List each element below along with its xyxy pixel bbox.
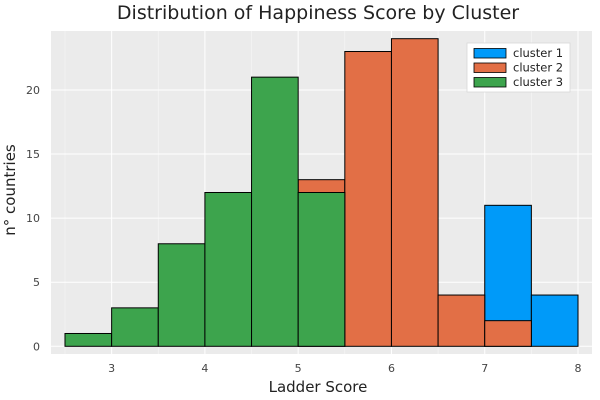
bar-cluster-1 [530,294,579,347]
x-tick-label: 8 [575,362,582,375]
bar-cluster-3 [297,192,346,347]
legend-swatch [473,62,507,73]
y-tick-label: 15 [26,148,40,161]
bar-cluster-2 [484,320,532,347]
y-tick-label: 5 [33,276,40,289]
bar-cluster-3 [64,332,113,347]
legend-label: cluster 2 [513,61,563,75]
bar-cluster-3 [204,192,253,347]
chart-title: Distribution of Happiness Score by Clust… [117,2,519,24]
tick-labels: 3 4 5 6 7 8 0 5 10 15 20 [26,84,582,375]
x-tick-label: 5 [295,362,302,375]
legend-label: cluster 1 [513,46,563,60]
bar-cluster-3 [111,307,159,347]
bar-cluster-2 [390,38,439,347]
bar-cluster-3 [251,76,299,347]
y-tick-label: 0 [33,340,40,353]
legend-swatch [473,48,507,59]
y-axis-label: n° countries [1,144,19,236]
bar-cluster-2 [437,294,486,347]
x-tick-label: 7 [481,362,488,375]
legend-swatch [473,77,507,88]
bar-cluster-3 [157,243,206,347]
y-tick-label: 20 [26,84,40,97]
x-tick-label: 4 [201,362,208,375]
y-tick-label: 10 [26,212,40,225]
legend-label: cluster 3 [513,75,563,89]
x-tick-label: 3 [108,362,115,375]
x-tick-label: 6 [388,362,395,375]
x-axis-label: Ladder Score [269,378,368,396]
bars [64,38,579,347]
bar-cluster-2 [344,51,392,347]
